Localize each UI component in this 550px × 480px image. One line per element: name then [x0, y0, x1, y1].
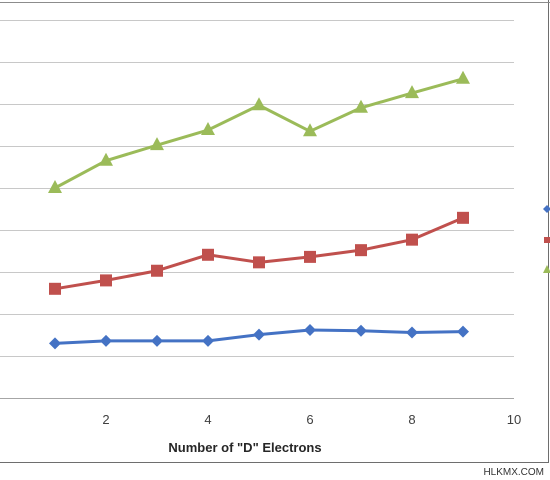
data-point-diamond — [457, 325, 469, 338]
data-point-square — [355, 244, 367, 257]
data-point-diamond — [406, 326, 418, 339]
data-point-diamond — [202, 334, 214, 347]
data-point-triangle — [99, 152, 113, 166]
watermark: HLKMX.COM — [483, 467, 544, 478]
data-point-square — [100, 274, 112, 287]
x-tick-label: 2 — [102, 412, 109, 427]
data-point-diamond — [355, 324, 367, 337]
series-line-3 — [54, 77, 464, 190]
data-point-triangle — [456, 70, 470, 84]
data-point-square — [304, 250, 316, 263]
data-point-triangle — [201, 122, 215, 136]
data-point-diamond — [304, 323, 316, 336]
data-point-square — [253, 256, 265, 269]
data-point-triangle — [150, 137, 164, 151]
data-point-square — [457, 211, 469, 224]
data-point-triangle — [252, 97, 266, 111]
top-rule — [0, 2, 550, 3]
legend-marker-diamond — [543, 205, 550, 213]
data-point-square — [406, 233, 418, 246]
data-point-triangle — [48, 180, 62, 193]
data-point-diamond — [49, 337, 61, 350]
x-tick-label: 4 — [204, 412, 211, 427]
data-point-triangle — [405, 85, 419, 99]
x-tick-label: 10 — [507, 412, 521, 427]
x-tick-label: 8 — [408, 412, 415, 427]
series-layer — [48, 70, 470, 350]
data-point-diamond — [253, 328, 265, 341]
legend-marker-square — [544, 237, 550, 243]
legend-fragment — [543, 205, 550, 273]
data-point-triangle — [354, 99, 368, 113]
data-point-square — [49, 282, 61, 295]
data-point-square — [202, 248, 214, 261]
chart-frame — [0, 0, 549, 463]
data-point-diamond — [151, 334, 163, 347]
x-axis-title: Number of "D" Electrons — [168, 440, 321, 455]
series-line-2 — [54, 216, 464, 291]
data-point-diamond — [100, 334, 112, 347]
data-point-triangle — [303, 123, 317, 137]
x-tick-labels: 2 4 6 8 10 — [102, 412, 521, 427]
data-point-square — [151, 264, 163, 277]
x-tick-label: 6 — [306, 412, 313, 427]
legend-marker-triangle — [543, 265, 550, 273]
